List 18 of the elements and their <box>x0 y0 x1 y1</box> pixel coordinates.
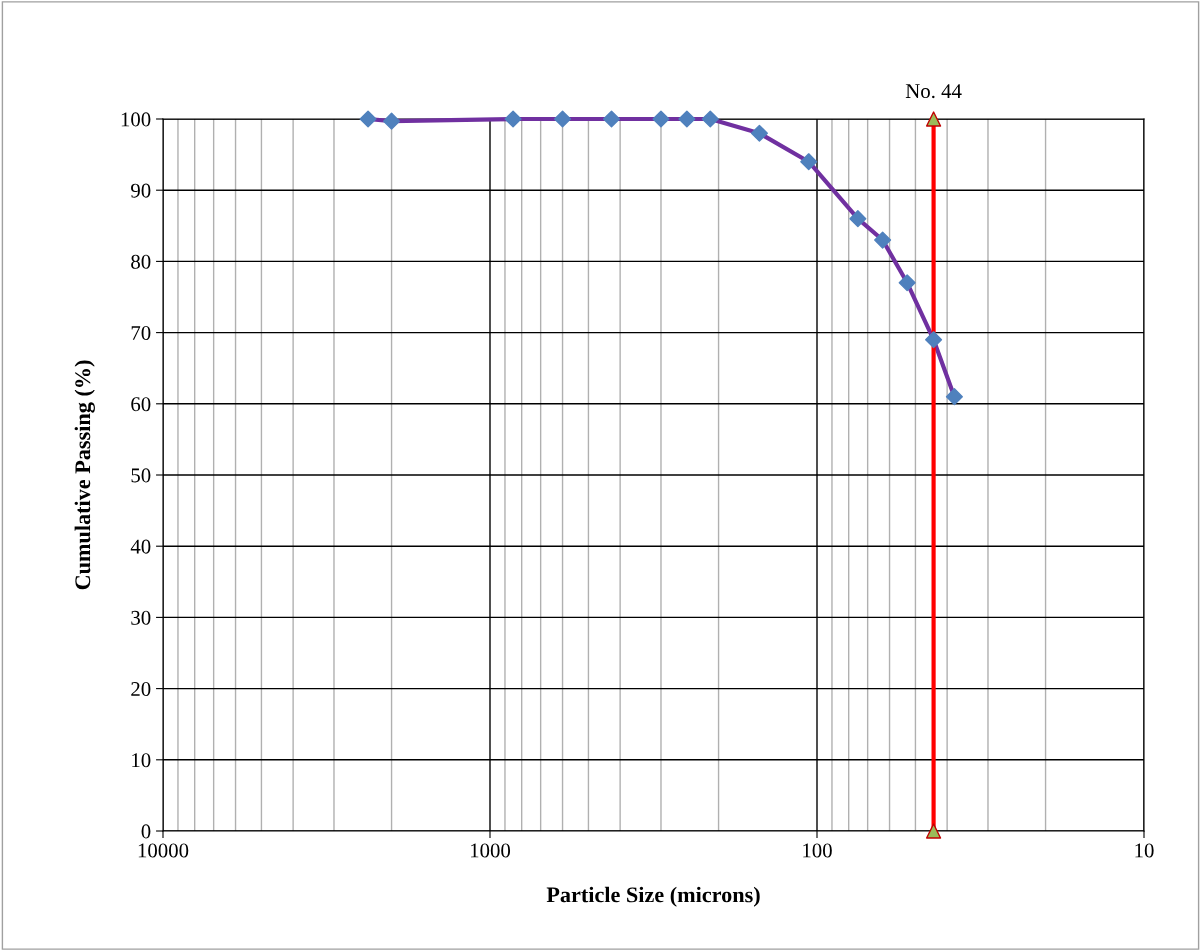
y-tick-label: 100 <box>121 112 151 127</box>
y-tick-label: 40 <box>130 539 151 554</box>
y-tick-label: 70 <box>131 325 151 341</box>
y-tick-label: 60 <box>131 397 151 412</box>
y-tick-label: 30 <box>131 610 151 625</box>
y-tick-label: 0 <box>141 824 151 839</box>
y-tick-label: 90 <box>131 183 151 198</box>
y-tick-label: 10 <box>132 753 151 768</box>
x-axis-title: Particle Size (microns) <box>546 886 760 907</box>
x-tick-label: 100 <box>803 843 832 858</box>
annotation: No. 44 <box>905 84 962 99</box>
x-tick-label: 1000 <box>471 843 511 858</box>
y-tick-label: 50 <box>131 468 151 483</box>
x-tick-label: 10 <box>1135 843 1154 858</box>
y-tick-label: 80 <box>131 254 151 269</box>
y-axis-title: Cumulative Passing (%) <box>74 360 95 590</box>
y-tick-label: 20 <box>131 681 151 697</box>
x-tick-label: 10000 <box>138 843 189 858</box>
